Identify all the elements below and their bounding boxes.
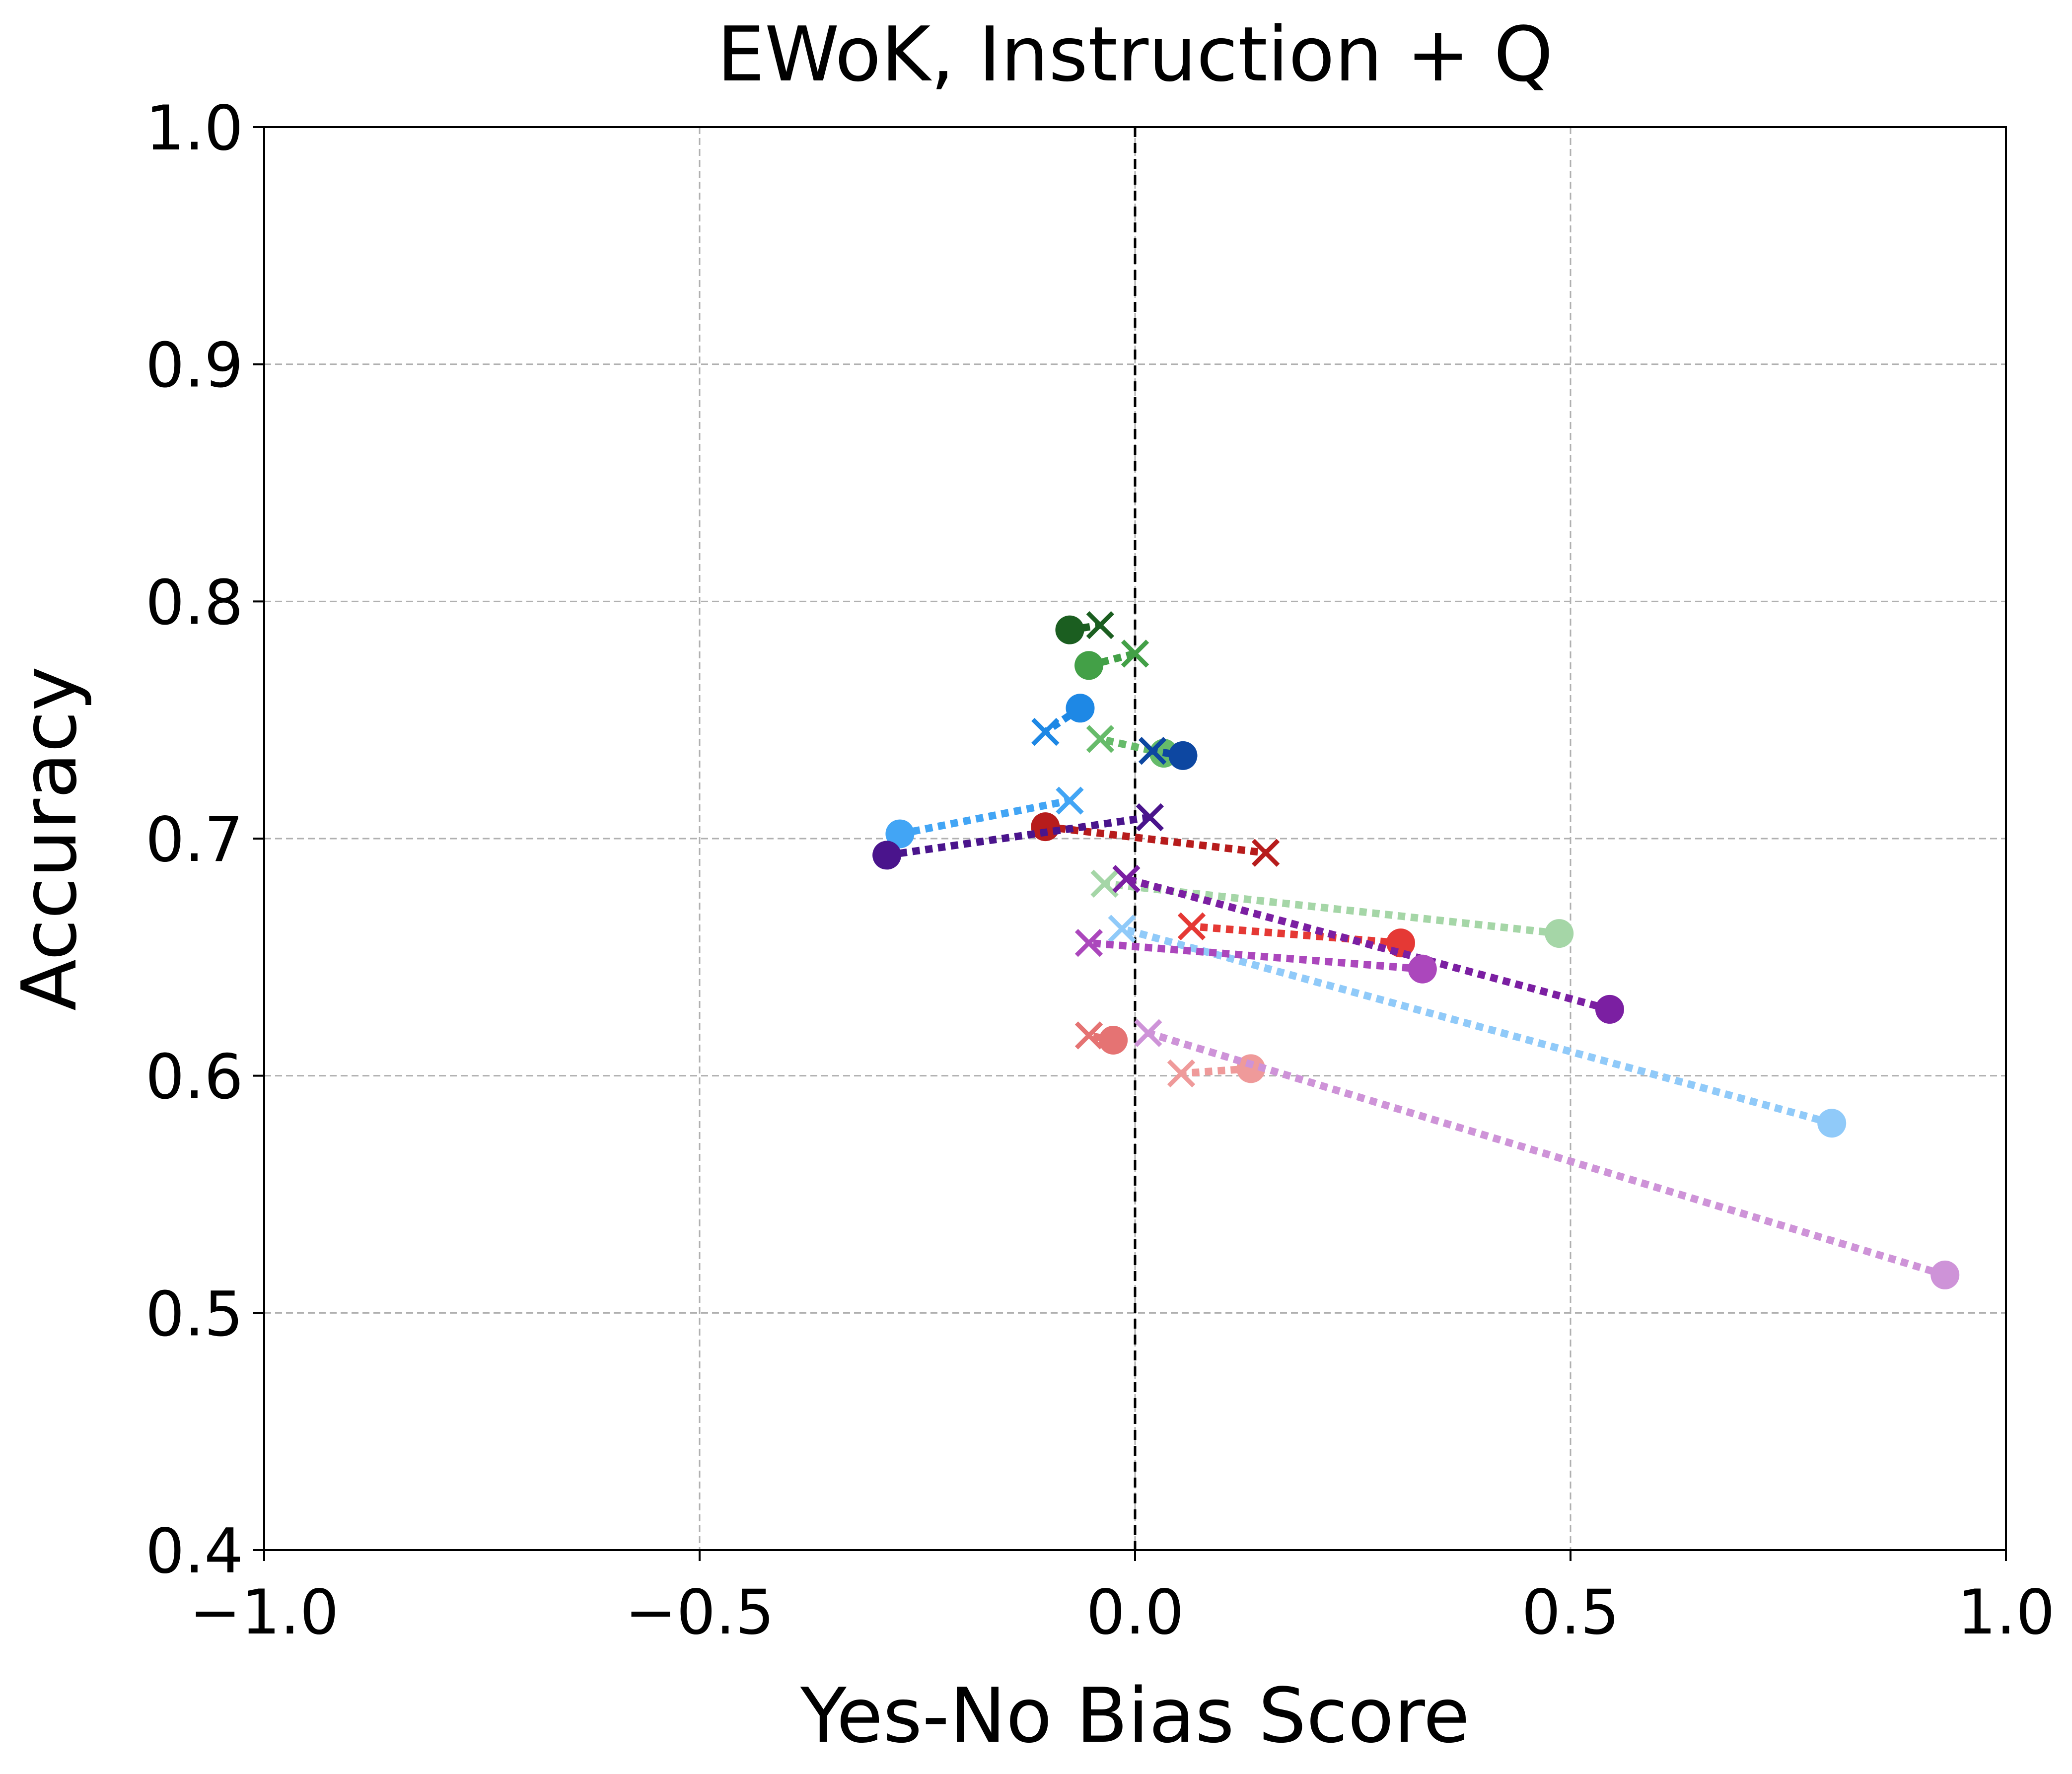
circle-point bbox=[1595, 994, 1624, 1024]
series-connector-line bbox=[1099, 735, 1165, 757]
x-axis-label: Yes-No Bias Score bbox=[800, 1672, 1470, 1760]
circle-point bbox=[1031, 812, 1060, 842]
series-connector-line bbox=[1125, 875, 1611, 1013]
y-tick-label: 1.0 bbox=[145, 93, 243, 164]
cross-point bbox=[1086, 611, 1115, 639]
x-tick-label: −0.5 bbox=[625, 1577, 774, 1648]
cross-point bbox=[1086, 725, 1115, 753]
cross-point bbox=[1112, 865, 1141, 893]
series-layer bbox=[872, 611, 1960, 1289]
y-axis-label: Accuracy bbox=[5, 666, 93, 1011]
y-tick-label: 0.7 bbox=[145, 804, 243, 876]
circle-point bbox=[1066, 694, 1095, 723]
cross-point bbox=[1108, 915, 1136, 943]
cross-point bbox=[1121, 639, 1149, 668]
series-connector-line bbox=[886, 813, 1150, 859]
series-connector-line bbox=[1191, 922, 1401, 947]
circle-point bbox=[1168, 741, 1198, 770]
cross-point bbox=[1134, 1019, 1162, 1047]
cross-point bbox=[1136, 803, 1164, 832]
circle-point bbox=[885, 819, 915, 849]
circle-point bbox=[1817, 1109, 1847, 1138]
y-tick-label: 0.8 bbox=[145, 567, 243, 639]
cross-point bbox=[1074, 1021, 1103, 1050]
circle-point bbox=[1055, 615, 1084, 644]
series-connector-line bbox=[1181, 1064, 1251, 1077]
cross-point bbox=[1167, 1059, 1196, 1088]
cross-point bbox=[1056, 786, 1084, 815]
circle-point bbox=[1930, 1260, 1960, 1289]
series-connector-line bbox=[1045, 823, 1266, 857]
y-tick-label: 0.9 bbox=[145, 330, 243, 402]
y-tick-label: 0.5 bbox=[145, 1278, 243, 1350]
x-tick-label: 0.5 bbox=[1521, 1577, 1619, 1648]
x-tick-label: 0.0 bbox=[1086, 1577, 1184, 1648]
chart-title: EWoK, Instruction + Q bbox=[717, 10, 1553, 98]
tick-layer: −1.0 −0.5 0.0 0.5 1.0 0.4 0.5 0.6 0.7 0.8 0.9 1.0 bbox=[145, 93, 2055, 1648]
cross-point bbox=[1031, 717, 1060, 746]
circle-point bbox=[1236, 1054, 1266, 1083]
cross-point bbox=[1138, 737, 1167, 765]
series-connector-line bbox=[1121, 925, 1833, 1127]
series-connector-line bbox=[1147, 1029, 1946, 1279]
series-connector-line bbox=[1088, 650, 1136, 669]
circle-point bbox=[872, 841, 902, 870]
cross-point bbox=[1090, 869, 1119, 898]
x-tick-label: −1.0 bbox=[189, 1577, 339, 1648]
cross-point bbox=[1251, 839, 1280, 867]
circle-point bbox=[1099, 1026, 1128, 1055]
circle-point bbox=[1074, 651, 1104, 680]
cross-point bbox=[1074, 928, 1103, 957]
series-connector-line bbox=[899, 797, 1071, 838]
y-tick-label: 0.6 bbox=[145, 1042, 243, 1113]
cross-point bbox=[1177, 912, 1206, 940]
x-tick-label: 1.0 bbox=[1957, 1577, 2055, 1648]
y-tick-label: 0.4 bbox=[145, 1516, 243, 1587]
circle-point bbox=[1408, 954, 1437, 984]
circle-point bbox=[1545, 919, 1574, 948]
series-connector-line bbox=[1088, 939, 1423, 973]
